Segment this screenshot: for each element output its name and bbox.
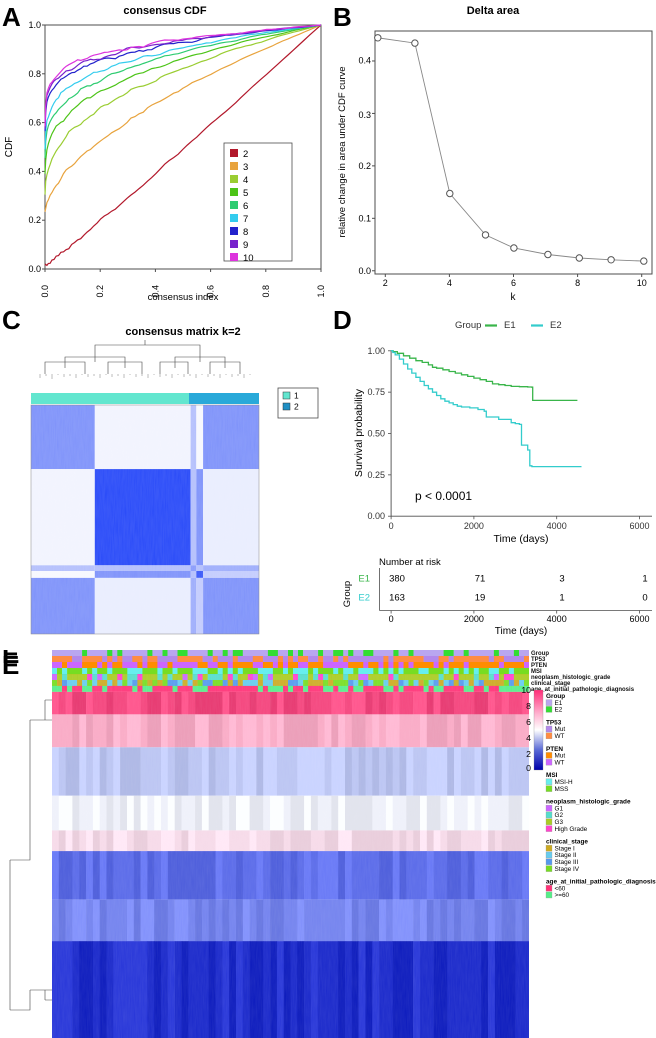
- svg-text:3: 3: [243, 162, 248, 173]
- svg-text:age_at_initial_pathologic_diag: age_at_initial_pathologic_diagnosis: [531, 687, 635, 693]
- svg-text:6: 6: [526, 717, 531, 727]
- svg-text:1: 1: [642, 574, 647, 585]
- svg-text:0.0: 0.0: [28, 264, 41, 274]
- svg-text:1.0: 1.0: [28, 20, 41, 30]
- svg-text:MSS: MSS: [555, 786, 569, 793]
- svg-text:0: 0: [642, 593, 647, 604]
- svg-text:1: 1: [559, 593, 564, 604]
- svg-text:10: 10: [521, 685, 531, 695]
- svg-text:0.25: 0.25: [367, 470, 385, 480]
- svg-text:0.4: 0.4: [358, 56, 371, 66]
- svg-text:Group: Group: [342, 581, 353, 607]
- svg-text:6: 6: [511, 278, 516, 288]
- svg-text:Group: Group: [455, 320, 481, 331]
- svg-text:0.1: 0.1: [358, 213, 371, 223]
- svg-text:4: 4: [447, 278, 452, 288]
- svg-text:6000: 6000: [629, 521, 649, 531]
- svg-text:163: 163: [389, 593, 405, 604]
- svg-text:Time (days): Time (days): [495, 626, 547, 637]
- svg-text:0.0: 0.0: [358, 266, 371, 276]
- svg-text:9: 9: [243, 240, 248, 251]
- svg-text:0.2: 0.2: [28, 215, 41, 225]
- svg-text:0.50: 0.50: [367, 429, 385, 439]
- svg-text:4000: 4000: [547, 614, 567, 624]
- svg-text:WT: WT: [555, 733, 565, 740]
- svg-text:p < 0.0001: p < 0.0001: [415, 489, 472, 503]
- svg-text:2: 2: [294, 402, 299, 412]
- svg-text:2: 2: [526, 749, 531, 759]
- svg-text:Survival probability: Survival probability: [353, 388, 365, 477]
- svg-text:E: E: [2, 650, 19, 669]
- svg-text:0: 0: [389, 614, 394, 624]
- svg-text:0.2: 0.2: [358, 161, 371, 171]
- svg-text:8: 8: [526, 701, 531, 711]
- svg-text:7: 7: [243, 214, 248, 225]
- svg-text:10: 10: [243, 253, 254, 264]
- svg-text:2000: 2000: [464, 521, 484, 531]
- svg-text:High Grade: High Grade: [555, 826, 588, 833]
- svg-text:2: 2: [243, 149, 248, 160]
- svg-text:2: 2: [383, 278, 388, 288]
- svg-text:E2: E2: [550, 320, 562, 331]
- svg-text:1.00: 1.00: [367, 346, 385, 356]
- svg-text:6000: 6000: [629, 614, 649, 624]
- svg-text:4: 4: [243, 175, 248, 186]
- svg-text:E2: E2: [555, 707, 563, 714]
- svg-text:0.8: 0.8: [28, 69, 41, 79]
- svg-text:10: 10: [637, 278, 647, 288]
- svg-text:E1: E1: [358, 574, 370, 585]
- svg-text:Number at risk: Number at risk: [379, 557, 441, 568]
- svg-text:1.0: 1.0: [316, 285, 326, 298]
- svg-text:6: 6: [243, 201, 248, 212]
- svg-text:Time (days): Time (days): [493, 533, 548, 545]
- svg-text:4000: 4000: [547, 521, 567, 531]
- svg-text:19: 19: [475, 593, 486, 604]
- svg-text:8: 8: [243, 227, 248, 238]
- svg-text:Stage IV: Stage IV: [555, 866, 580, 873]
- svg-text:2000: 2000: [464, 614, 484, 624]
- svg-text:8: 8: [575, 278, 580, 288]
- svg-text:0: 0: [389, 521, 394, 531]
- svg-text:0.6: 0.6: [28, 118, 41, 128]
- svg-text:0.00: 0.00: [367, 511, 385, 521]
- svg-text:0: 0: [526, 763, 531, 773]
- svg-text:E1: E1: [504, 320, 516, 331]
- svg-text:0.4: 0.4: [28, 166, 41, 176]
- svg-text:>=60: >=60: [555, 892, 570, 899]
- svg-text:E2: E2: [358, 593, 370, 604]
- svg-text:71: 71: [475, 574, 486, 585]
- svg-text:0.75: 0.75: [367, 387, 385, 397]
- svg-text:0.8: 0.8: [261, 285, 271, 298]
- svg-text:4: 4: [526, 733, 531, 743]
- svg-text:relative change in area under: relative change in area under CDF curve: [337, 66, 348, 237]
- svg-text:380: 380: [389, 574, 405, 585]
- svg-text:3: 3: [559, 574, 564, 585]
- svg-text:1: 1: [294, 391, 299, 401]
- svg-text:consensus matrix k=2: consensus matrix k=2: [125, 326, 240, 338]
- svg-text:5: 5: [243, 188, 248, 199]
- svg-text:0.0: 0.0: [40, 285, 50, 298]
- svg-text:Delta area: Delta area: [467, 5, 520, 17]
- svg-text:CDF: CDF: [4, 137, 15, 158]
- svg-text:0.3: 0.3: [358, 110, 371, 120]
- svg-text:WT: WT: [555, 759, 565, 766]
- svg-text:consensus CDF: consensus CDF: [123, 5, 206, 17]
- svg-text:0.2: 0.2: [95, 285, 105, 298]
